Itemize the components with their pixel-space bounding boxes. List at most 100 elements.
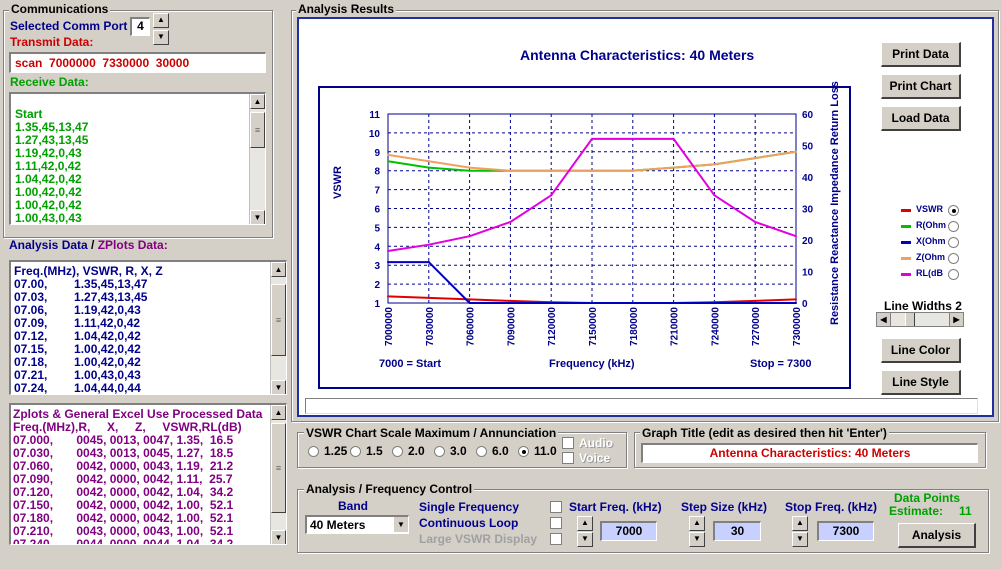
scroll-thumb[interactable]: ≡ — [271, 284, 286, 356]
comm-port-up-button[interactable]: ▲ — [153, 13, 169, 28]
data-point — [631, 137, 634, 140]
receive-line: 1.35,45,13,47 — [15, 120, 89, 134]
slider-thumb[interactable] — [905, 313, 915, 326]
scroll-down-icon[interactable]: ▼ — [271, 530, 286, 544]
analysis-data-line: 07.00, 1.35,45,13,47 — [14, 277, 148, 291]
analysis-data-line: 07.09, 1.11,42,0,42 — [14, 316, 141, 330]
chevron-down-icon[interactable]: ▼ — [393, 517, 408, 532]
stop-freq-up-button[interactable]: ▲ — [792, 516, 808, 531]
stop-freq-field[interactable]: 7300 — [817, 521, 874, 541]
x-tick-label: 7210000 — [670, 307, 681, 346]
vswr-scale-radio[interactable] — [476, 446, 487, 457]
zplots-scrollbar[interactable]: ▲ ≡ ▼ — [270, 405, 286, 544]
legend-radio[interactable] — [948, 269, 959, 280]
start-freq-up-button[interactable]: ▲ — [577, 516, 593, 531]
data-point — [754, 299, 757, 302]
data-point — [468, 235, 471, 238]
vswr-scale-option-label: 1.5 — [366, 444, 383, 458]
scroll-up-icon[interactable]: ▲ — [271, 405, 286, 420]
comm-port-value: 4 — [137, 19, 144, 33]
band-select[interactable]: 40 Meters ▼ — [305, 515, 409, 534]
legend-item[interactable]: R(Ohm — [898, 220, 962, 234]
zplots-line: 07.090, 0042, 0000, 0042, 1.11, 25.7 — [13, 472, 233, 486]
comm-port-field[interactable]: 4 — [130, 17, 150, 36]
step-size-down-button[interactable]: ▼ — [689, 532, 705, 547]
analysis-data-line: 07.03, 1.27,43,13,45 — [14, 290, 148, 304]
legend-radio[interactable] — [948, 237, 959, 248]
start-freq-value: 7000 — [615, 524, 643, 538]
chart-area: 7000000 7030000 7060000 7090000 7120000 71500… — [318, 86, 851, 389]
zplots-line: 07.120, 0042, 0000, 0042, 1.04, 34.2 — [13, 485, 234, 499]
scroll-up-icon[interactable]: ▲ — [250, 94, 265, 109]
line-width-slider[interactable]: ◀ ▶ — [876, 312, 964, 327]
scroll-thumb[interactable]: ≡ — [271, 423, 286, 513]
vswr-scale-radio[interactable] — [518, 446, 529, 457]
analysis-data-line: 07.21, 1.00,43,0,43 — [14, 368, 141, 382]
legend-radio[interactable] — [948, 221, 959, 232]
print-data-button[interactable]: Print Data — [881, 42, 961, 67]
data-point — [591, 137, 593, 140]
vswr-scale-option-label: 11.0 — [534, 444, 557, 458]
x-tick-label: 7090000 — [506, 307, 517, 346]
scroll-thumb[interactable]: ≡ — [250, 112, 265, 148]
analysis-data-list[interactable]: Freq.(MHz), VSWR, R, X, Z 07.00, 1.35,45,… — [9, 260, 287, 395]
scroll-down-icon[interactable]: ▼ — [271, 380, 286, 394]
zplots-line: 07.180, 0042, 0000, 0042, 1.00, 52.1 — [13, 511, 234, 525]
legend-radio[interactable] — [948, 205, 959, 216]
y2-tick-label: 10 — [802, 268, 814, 279]
receive-scrollbar[interactable]: ▲ ≡ ▼ — [249, 94, 265, 224]
analysis-data-line: 07.12, 1.04,42,0,42 — [14, 329, 141, 343]
comm-port-down-button[interactable]: ▼ — [153, 30, 169, 45]
vswr-scale-radio[interactable] — [434, 446, 445, 457]
line-color-button[interactable]: Line Color — [881, 338, 961, 363]
graph-title-input[interactable]: Antenna Characteristics: 40 Meters — [641, 443, 978, 463]
receive-line: 1.00,42,0,42 — [15, 185, 82, 199]
continuous-loop-checkbox[interactable] — [550, 517, 562, 529]
step-size-field[interactable]: 30 — [713, 521, 761, 541]
slider-right-arrow[interactable]: ▶ — [949, 313, 963, 326]
legend-item[interactable]: RL(dB — [898, 268, 962, 282]
analysis-button[interactable]: Analysis — [898, 523, 976, 548]
analysis-data-scrollbar[interactable]: ▲ ≡ ▼ — [270, 262, 286, 394]
print-chart-button[interactable]: Print Chart — [881, 74, 961, 99]
transmit-field[interactable]: scan 7000000 7330000 30000 — [9, 52, 266, 73]
data-point — [509, 221, 512, 224]
vswr-scale-radio[interactable] — [350, 446, 361, 457]
scroll-up-icon[interactable]: ▲ — [271, 262, 286, 277]
y-tick-label: 4 — [374, 242, 380, 253]
data-point — [427, 261, 430, 264]
legend-item[interactable]: Z(Ohm — [898, 252, 962, 266]
series-legend: VSWR R(Ohm X(Ohm Z(Ohm RL(dB — [898, 204, 962, 284]
receive-data-list[interactable]: Start 1.35,45,13,47 1.27,43,13,45 1.19,42,0… — [9, 92, 266, 225]
band-label: Band — [338, 499, 368, 513]
data-point — [509, 169, 512, 172]
slider-left-arrow[interactable]: ◀ — [877, 313, 891, 326]
start-freq-down-button[interactable]: ▼ — [577, 532, 593, 547]
transmit-label: Transmit Data: — [10, 35, 94, 49]
zplots-line: Zplots & General Excel Use Processed Dat… — [13, 407, 263, 421]
step-size-up-button[interactable]: ▲ — [689, 516, 705, 531]
legend-label: Z(Ohm — [916, 252, 945, 262]
vswr-scale-radio[interactable] — [392, 446, 403, 457]
legend-radio[interactable] — [948, 253, 959, 264]
data-point — [795, 302, 797, 304]
legend-item[interactable]: X(Ohm — [898, 236, 962, 250]
audio-checkbox[interactable] — [562, 437, 574, 449]
stop-freq-down-button[interactable]: ▼ — [792, 532, 808, 547]
zplots-data-list[interactable]: Zplots & General Excel Use Processed Dat… — [9, 403, 287, 545]
large-vswr-checkbox[interactable] — [550, 533, 562, 545]
start-freq-field[interactable]: 7000 — [600, 521, 657, 541]
zplots-line: 07.150, 0042, 0000, 0042, 1.00, 52.1 — [13, 498, 234, 512]
zplots-line: 07.060, 0042, 0000, 0043, 1.19, 21.2 — [13, 459, 234, 473]
y2-tick-label: 40 — [802, 173, 814, 184]
receive-line: 1.00,43,0,43 — [15, 211, 82, 225]
line-style-button[interactable]: Line Style — [881, 370, 961, 395]
vswr-scale-radio[interactable] — [308, 446, 319, 457]
scroll-down-icon[interactable]: ▼ — [250, 210, 265, 224]
voice-checkbox[interactable] — [562, 452, 574, 464]
receive-label: Receive Data: — [10, 75, 89, 89]
load-data-button[interactable]: Load Data — [881, 106, 961, 131]
data-point — [509, 299, 512, 302]
legend-item[interactable]: VSWR — [898, 204, 962, 218]
single-frequency-checkbox[interactable] — [550, 501, 562, 513]
